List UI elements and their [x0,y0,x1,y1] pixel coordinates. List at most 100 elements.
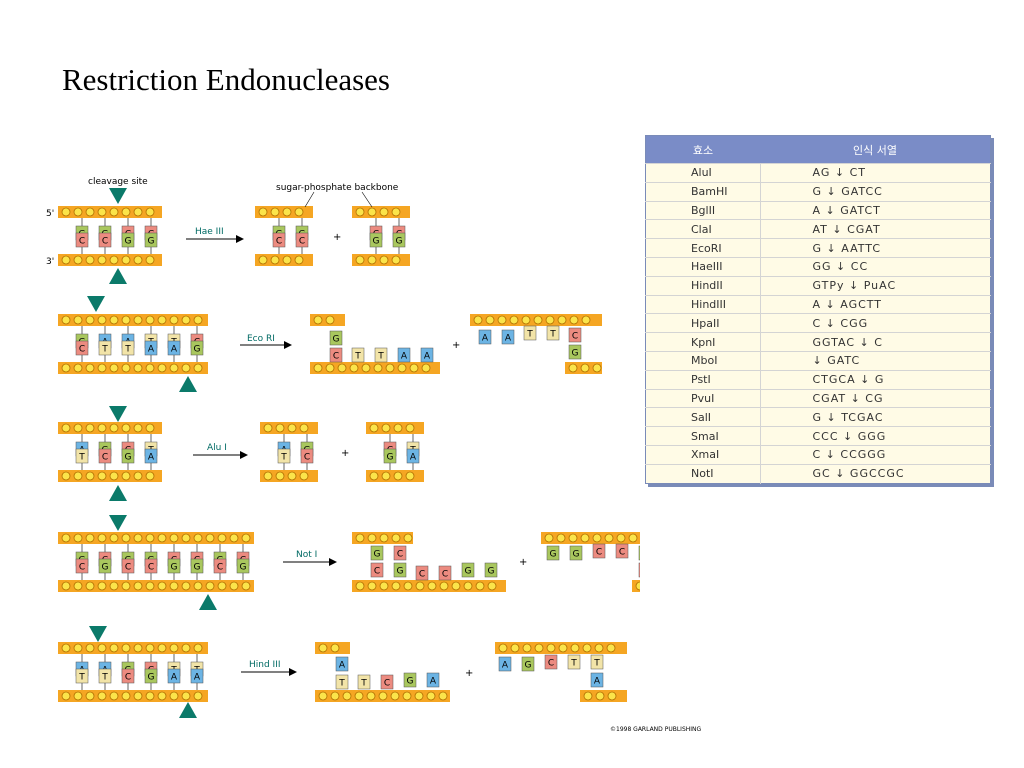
phosphate [294,255,304,265]
base-letter: C [442,570,448,580]
phosphate [73,471,83,481]
phosphate [157,363,167,373]
base-letter: C [217,563,223,573]
phosphate [294,207,304,217]
base-letter: C [148,563,154,573]
base-letter: A [171,345,178,355]
phosphate [451,581,461,591]
phosphate [85,207,95,217]
enzyme-name: EcoRI [645,238,761,258]
base-letter: G [125,453,132,463]
table-row: HpaII C ↓ CGG [645,313,991,333]
phosphate [270,207,280,217]
phosphate [85,423,95,433]
base-t [98,340,112,356]
phosphate [145,423,155,433]
recognition-sequence: AG ↓ CT [760,163,991,183]
phosphate [121,363,131,373]
phosphate [241,581,251,591]
enzyme-name: SalI [645,407,761,427]
base-letter: C [125,673,131,683]
phosphate [61,471,71,481]
base-g [236,558,250,574]
base-letter: T [78,453,85,463]
base-a [144,448,158,464]
phosphate [595,691,605,701]
base-g [190,558,204,574]
phosphate [299,471,309,481]
base-g [393,562,407,578]
base-letter: C [102,453,108,463]
table-row: PvuI CGAT ↓ CG [645,388,991,408]
phosphate [258,255,268,265]
base-c [329,347,343,363]
phosphate [628,533,638,543]
base-letter: T [526,330,533,340]
base-letter: A [171,673,178,683]
phosphate [85,643,95,653]
phosphate [193,643,203,653]
base-c [98,448,112,464]
table-row: EcoRI G ↓ AATTC [645,238,991,258]
enzyme-name: KpnI [645,332,761,352]
recognition-sequence: GGTAC ↓ C [760,332,991,352]
phosphate [379,581,389,591]
phosphate [73,691,83,701]
phosphate [97,423,107,433]
phosphate [157,691,167,701]
enzyme-name: BglII [645,200,761,220]
backbone-strand [58,642,208,654]
enzyme-name: SmaI [645,426,761,446]
base-c [380,674,394,690]
recognition-sequence: C ↓ CGG [760,313,991,333]
base-a [335,656,349,672]
phosphate [61,533,71,543]
phosphate [568,363,578,373]
phosphate [61,363,71,373]
phosphate [557,315,567,325]
base-g [369,232,383,248]
base-letter: G [374,550,381,560]
phosphate [193,315,203,325]
phosphate [282,255,292,265]
phosphate [485,315,495,325]
phosphate [583,691,593,701]
base-a [478,329,492,345]
base-g [638,545,640,561]
phosphate [73,207,83,217]
base-letter: G [125,237,132,247]
page-title: Restriction Endonucleases [62,62,390,97]
phosphate [569,315,579,325]
phosphate [73,255,83,265]
base-g [569,545,583,561]
phosphate [109,315,119,325]
phosphate [181,643,191,653]
phosphate [193,363,203,373]
phosphate [355,533,365,543]
base-letter: C [125,563,131,573]
phosphate [133,581,143,591]
phosphate [133,423,143,433]
phosphate [355,255,365,265]
base-letter: T [78,673,85,683]
phosphate [604,533,614,543]
base-letter: G [397,567,404,577]
phosphate [275,423,285,433]
base-t [523,325,537,341]
plus-sign: + [465,668,473,679]
backbone-strand [58,314,208,326]
phosphate [73,423,83,433]
phosphate [402,691,412,701]
phosphate [373,363,383,373]
copyright-notice: ©1998 GARLAND PUBLISHING [610,726,702,733]
base-letter: T [101,673,108,683]
phosphate [145,471,155,481]
base-letter: C [419,570,425,580]
base-letter: A [410,453,417,463]
base-letter: T [549,330,556,340]
recognition-sequence: GTPy ↓ PuAC [760,275,991,296]
phosphate [133,471,143,481]
phosphate [369,423,379,433]
base-letter: G [333,335,340,345]
cleavage-marker [179,702,197,718]
